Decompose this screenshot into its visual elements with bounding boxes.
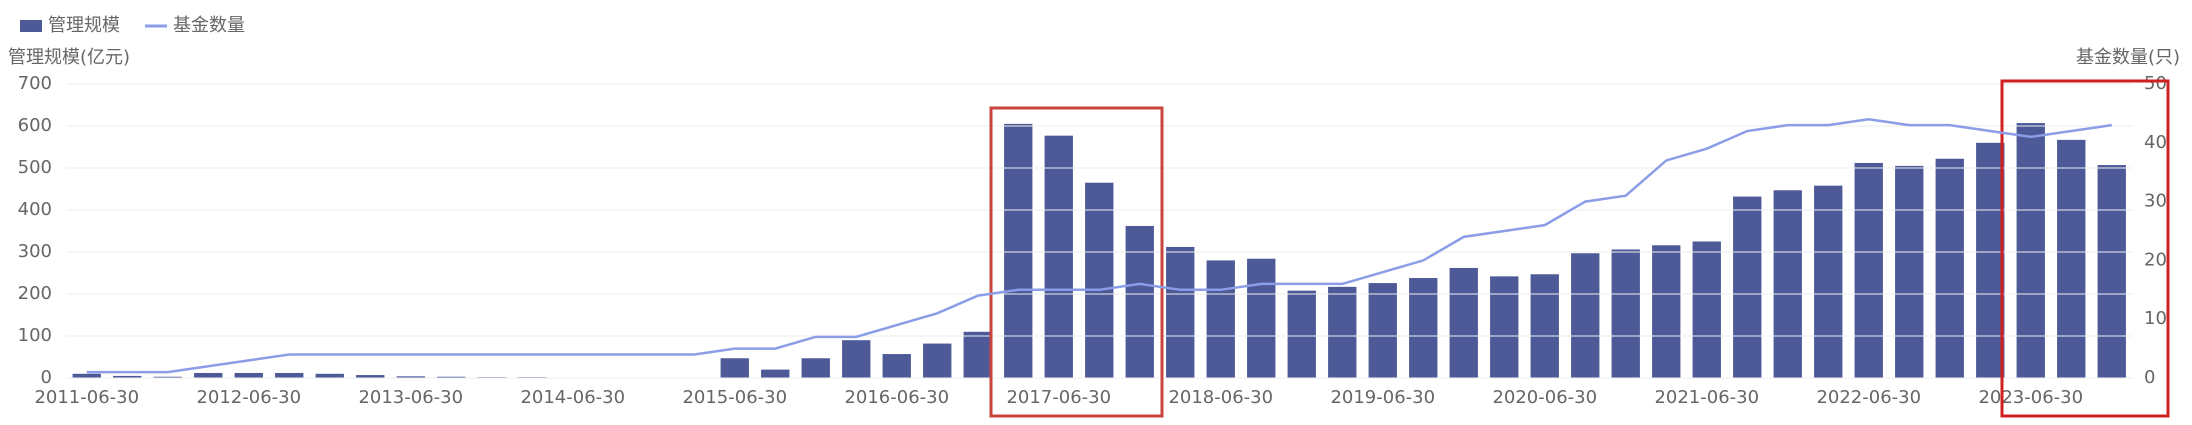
y-tick-label: 300 (18, 241, 52, 262)
bar (801, 358, 830, 378)
bar (1692, 241, 1721, 378)
y-tick-label: 200 (18, 283, 52, 304)
x-tick-label: 2021-06-30 (1654, 387, 1759, 408)
x-tick-label: 2022-06-30 (1816, 387, 1921, 408)
bar (1854, 162, 1883, 378)
bar (1166, 246, 1195, 378)
bar (1287, 290, 1316, 378)
y2-tick-label: 10 (2144, 308, 2167, 329)
bar (1044, 135, 1073, 378)
x-tick-label: 2019-06-30 (1330, 387, 1435, 408)
bar (1328, 286, 1357, 378)
x-tick-label: 2017-06-30 (1006, 387, 1111, 408)
bar (720, 358, 749, 378)
bar (842, 340, 871, 378)
bar (2097, 165, 2126, 378)
x-tick-label: 2016-06-30 (844, 387, 949, 408)
bar (1409, 278, 1438, 378)
bar (1368, 283, 1397, 378)
legend-swatch (20, 20, 42, 32)
y-tick-label: 600 (18, 115, 52, 136)
bar (963, 331, 992, 378)
y2-tick-label: 50 (2144, 73, 2167, 94)
bar (1125, 225, 1154, 378)
bar (194, 372, 223, 378)
y2-tick-label: 20 (2144, 249, 2167, 270)
y-tick-label: 400 (18, 199, 52, 220)
bar (1004, 123, 1033, 379)
x-tick-label: 2015-06-30 (682, 387, 787, 408)
y-tick-label: 0 (41, 367, 52, 388)
bar (1773, 190, 1802, 378)
bar (1652, 245, 1681, 378)
y2-tick-label: 30 (2144, 191, 2167, 212)
bar (356, 375, 385, 378)
bar (234, 372, 263, 378)
y2-axis-title: 基金数量(只) (2076, 47, 2180, 68)
y-tick-label: 500 (18, 157, 52, 178)
x-tick-label: 2012-06-30 (196, 387, 301, 408)
x-tick-label: 2020-06-30 (1492, 387, 1597, 408)
line (86, 118, 2112, 374)
bar (923, 343, 952, 378)
bar (1206, 260, 1235, 378)
bar (1530, 274, 1559, 378)
bar (72, 373, 101, 378)
highlight-box (989, 106, 1164, 418)
y-tick-label: 700 (18, 73, 52, 94)
x-tick-label: 2018-06-30 (1168, 387, 1273, 408)
bar (1085, 182, 1114, 378)
y2-tick-label: 0 (2144, 367, 2155, 388)
bar (1571, 253, 1600, 378)
highlight-box (2000, 79, 2170, 418)
bar (1490, 276, 1519, 378)
y-tick-label: 100 (18, 325, 52, 346)
bar (2016, 123, 2045, 378)
bar (1895, 165, 1924, 378)
bar (1935, 158, 1964, 378)
y2-tick-label: 40 (2144, 132, 2167, 153)
x-tick-label: 2023-06-30 (1978, 387, 2083, 408)
bar (761, 369, 790, 378)
bar (1733, 196, 1762, 378)
bar (1976, 142, 2005, 378)
bar (315, 373, 344, 378)
bar (1247, 258, 1276, 378)
x-tick-label: 2011-06-30 (34, 387, 139, 408)
legend-label: 管理规模 (48, 15, 120, 36)
bar (153, 376, 182, 378)
bar (1814, 185, 1843, 378)
bar (437, 376, 466, 378)
bar (113, 375, 142, 378)
x-tick-label: 2013-06-30 (358, 387, 463, 408)
legend-label: 基金数量 (173, 15, 245, 36)
bar (882, 354, 911, 378)
bar (275, 372, 304, 378)
bar (396, 376, 425, 378)
bar (1611, 249, 1640, 378)
x-tick-label: 2014-06-30 (520, 387, 625, 408)
y-axis-title: 管理规模(亿元) (8, 47, 130, 68)
bar (2057, 139, 2086, 378)
bar (1449, 267, 1478, 378)
